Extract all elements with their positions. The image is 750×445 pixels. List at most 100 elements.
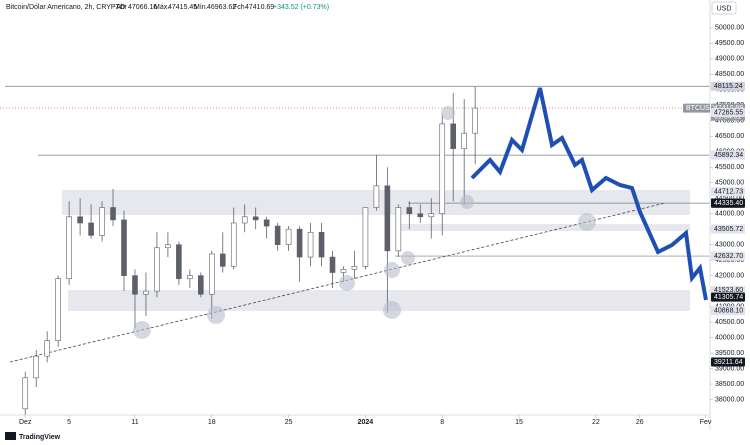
- y-tick-label: 43000.00: [715, 242, 744, 249]
- projection-path: [470, 87, 708, 301]
- price-label-box: [711, 198, 745, 208]
- price-label: 40868.10: [714, 308, 743, 315]
- marker-circle: [384, 262, 400, 278]
- y-tick-label: 38000.00: [715, 396, 744, 403]
- price-label-box: [711, 292, 745, 302]
- candle-body: [351, 266, 358, 270]
- price-axis: [710, 0, 750, 445]
- marker-circle: [339, 275, 355, 291]
- candle-body: [285, 228, 292, 245]
- candle-body: [461, 132, 467, 149]
- candle-body: [154, 247, 160, 292]
- y-tick-label: 49500.00: [715, 40, 744, 47]
- candle-body: [373, 185, 380, 208]
- candle-body: [99, 207, 105, 236]
- candle-body: [395, 207, 402, 252]
- marker-circle: [133, 321, 151, 339]
- symbol-tag-box: [683, 103, 710, 113]
- candle-body: [263, 219, 270, 227]
- annotations: [133, 87, 708, 339]
- y-tick-label: 39000.00: [715, 365, 744, 372]
- y-tick-label: 46500.00: [715, 133, 744, 140]
- symbol-tag: BTCUSD: [686, 105, 715, 112]
- marker-circle: [383, 301, 401, 319]
- price-label-box: [711, 224, 745, 234]
- candle-body: [428, 213, 435, 218]
- candle-body: [187, 275, 193, 280]
- candle-body: [362, 207, 369, 267]
- header-high-label: Máx.: [154, 4, 169, 11]
- x-tick-label: 18: [208, 419, 216, 426]
- header-close-label: Fch: [233, 4, 245, 11]
- y-tick-label: 49000.00: [715, 56, 744, 63]
- candle-body: [307, 231, 314, 258]
- y-tick-label: 45500.00: [715, 164, 744, 171]
- x-tick-label: 5: [67, 419, 71, 426]
- price-label: 48115.24: [714, 83, 743, 90]
- candle-body: [384, 185, 391, 252]
- candle-body: [417, 213, 424, 218]
- header-close: 47410.69: [245, 4, 274, 11]
- price-label: 42632.70: [714, 253, 743, 260]
- candle-body: [33, 355, 40, 379]
- zone-band: [398, 224, 690, 231]
- candle-body: [143, 290, 149, 295]
- candle-body: [340, 269, 347, 273]
- price-label: 41305.74: [714, 294, 743, 301]
- marker-circle: [401, 251, 415, 265]
- header-open-label: Abr: [116, 4, 128, 11]
- header-low: 46963.62: [207, 4, 236, 11]
- header-change: +343.52 (+0.73%): [273, 4, 329, 11]
- candle-body: [55, 278, 61, 341]
- candle-body: [208, 253, 215, 295]
- trend-line: [9, 202, 666, 363]
- y-tick-label: 44000.00: [715, 211, 744, 218]
- marker-circle: [207, 306, 225, 324]
- candle-body: [132, 275, 138, 295]
- candle-body: [198, 275, 204, 295]
- x-tick-label: 15: [515, 419, 523, 426]
- candle-body: [230, 222, 237, 267]
- price-label: 41523.60: [714, 287, 743, 294]
- y-tick-label: 50000.00: [715, 25, 744, 32]
- candle-body: [77, 216, 83, 224]
- candle-body: [66, 216, 72, 280]
- price-label: 44712.73: [714, 188, 743, 195]
- price-label: 39211.64: [714, 359, 743, 366]
- candle-body: [88, 222, 94, 236]
- x-tick-label: 25: [285, 419, 293, 426]
- price-label-box: [711, 251, 745, 261]
- candle-body: [110, 207, 116, 221]
- x-tick-label: 11: [131, 419, 138, 426]
- price-label-box: [711, 81, 745, 91]
- price-label-box: [711, 187, 745, 197]
- marker-circle: [441, 106, 455, 120]
- zone-band: [68, 290, 690, 311]
- brand-logo: [5, 432, 16, 440]
- candle-body: [439, 123, 446, 214]
- candle-body: [176, 244, 182, 280]
- currency-button[interactable]: [711, 1, 737, 15]
- price-label: 43505.72: [714, 226, 743, 233]
- header-high: 47415.45: [168, 4, 197, 11]
- x-tick-label: 2024: [358, 419, 374, 426]
- currency-button-label[interactable]: USD: [717, 5, 732, 12]
- marker-circle: [578, 213, 596, 231]
- candle-body: [329, 256, 336, 273]
- price-label: 44335.40: [714, 200, 743, 207]
- candle-body: [219, 253, 226, 267]
- x-tick-label: Fev: [700, 419, 712, 426]
- candle-body: [406, 207, 413, 214]
- price-label: 47265.55: [714, 109, 743, 116]
- y-tick-label: 48500.00: [715, 71, 744, 78]
- x-tick-label: Dez: [19, 419, 32, 426]
- y-tick-label: 45000.00: [715, 180, 744, 187]
- price-label-box: [711, 357, 745, 367]
- candle-body: [252, 216, 259, 221]
- price-label-box: [711, 150, 745, 160]
- price-label-box: [711, 306, 745, 316]
- header-open: 47066.16: [128, 4, 157, 11]
- brand-name: TradingView: [19, 434, 61, 441]
- y-tick-label: 44500.00: [715, 195, 744, 202]
